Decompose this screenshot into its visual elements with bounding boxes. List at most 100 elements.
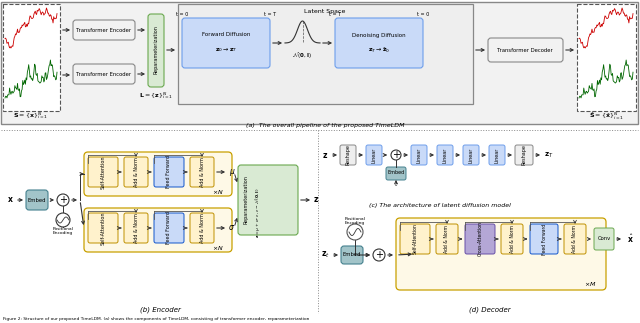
Circle shape [391, 150, 401, 160]
Circle shape [57, 194, 69, 206]
Text: $\mathbf{z}$: $\mathbf{z}$ [313, 195, 319, 204]
Text: Positional
Encoding: Positional Encoding [52, 227, 74, 235]
Text: Embed: Embed [343, 253, 361, 257]
Text: $\mathbf{x}$: $\mathbf{x}$ [6, 195, 13, 204]
FancyBboxPatch shape [564, 224, 586, 254]
Circle shape [373, 249, 385, 261]
Text: $\mathcal{N}(\mathbf{0},\mathbf{I})$: $\mathcal{N}(\mathbf{0},\mathbf{I})$ [292, 50, 312, 60]
FancyBboxPatch shape [238, 165, 298, 235]
Text: Self-Attention: Self-Attention [100, 211, 106, 245]
Text: Transformer Encoder: Transformer Encoder [76, 27, 132, 33]
FancyBboxPatch shape [154, 213, 184, 243]
FancyBboxPatch shape [400, 224, 430, 254]
FancyBboxPatch shape [515, 145, 533, 165]
Circle shape [56, 213, 70, 227]
Text: Add & Norm: Add & Norm [509, 225, 515, 253]
Text: Add & Norm: Add & Norm [134, 157, 138, 187]
FancyBboxPatch shape [411, 145, 427, 165]
Text: $\times N$: $\times N$ [212, 244, 224, 252]
Text: t = 0: t = 0 [417, 13, 429, 17]
Bar [1, 2, 638, 124]
FancyBboxPatch shape [190, 157, 214, 187]
FancyBboxPatch shape [182, 18, 270, 68]
Text: Linear: Linear [371, 147, 376, 163]
Text: $\mathbf{z}_t$: $\mathbf{z}_t$ [321, 250, 330, 260]
FancyBboxPatch shape [366, 145, 382, 165]
Text: t = T: t = T [329, 13, 341, 17]
Text: t = 0: t = 0 [176, 13, 188, 17]
Text: t: t [395, 182, 397, 187]
FancyBboxPatch shape [88, 213, 118, 243]
Text: Linear: Linear [495, 147, 499, 163]
Text: Add & Norm: Add & Norm [200, 213, 205, 243]
FancyBboxPatch shape [386, 167, 406, 180]
Text: (d) Decoder: (d) Decoder [469, 307, 511, 313]
Text: +: + [375, 250, 383, 260]
Text: Reshape: Reshape [346, 145, 351, 165]
Text: Reparameterization: Reparameterization [243, 176, 248, 224]
FancyBboxPatch shape [396, 218, 606, 290]
Text: Linear: Linear [468, 147, 474, 163]
FancyBboxPatch shape [73, 64, 135, 84]
Text: +: + [59, 195, 67, 205]
Text: (b) Encoder: (b) Encoder [140, 307, 180, 313]
Text: Feed Forward: Feed Forward [541, 224, 547, 255]
FancyBboxPatch shape [190, 213, 214, 243]
Text: Linear: Linear [417, 147, 422, 163]
Text: Feed Forward: Feed Forward [166, 212, 172, 245]
Text: Conv: Conv [597, 236, 611, 242]
FancyBboxPatch shape [341, 246, 363, 264]
Text: Latent Space: Latent Space [304, 8, 346, 14]
Text: $\mathbf{S}=\{\mathbf{x}\}_{i=1}^{N}$: $\mathbf{S}=\{\mathbf{x}\}_{i=1}^{N}$ [13, 110, 49, 121]
Text: t = T: t = T [264, 13, 276, 17]
Text: $\mathbf{z}_T$: $\mathbf{z}_T$ [544, 151, 554, 160]
Text: $\hat{\mathbf{x}}$: $\hat{\mathbf{x}}$ [627, 233, 634, 245]
FancyBboxPatch shape [124, 213, 148, 243]
Text: $\mathbf{z}_0 \rightarrow \mathbf{z}_T$: $\mathbf{z}_0 \rightarrow \mathbf{z}_T$ [214, 46, 237, 55]
FancyBboxPatch shape [124, 157, 148, 187]
Text: Forward Diffusion: Forward Diffusion [202, 33, 250, 37]
Bar [577, 4, 636, 111]
FancyBboxPatch shape [463, 145, 479, 165]
Text: Feed Forward: Feed Forward [166, 155, 172, 189]
Text: Add & Norm: Add & Norm [445, 225, 449, 253]
Text: Denoising Diffusion: Denoising Diffusion [352, 33, 406, 37]
FancyBboxPatch shape [465, 224, 495, 254]
Text: $\mathbf{z}=\mu+\sigma\cdot\varepsilon,\varepsilon\sim\mathcal{N}(\mathbf{0},\ma: $\mathbf{z}=\mu+\sigma\cdot\varepsilon,\… [253, 188, 262, 238]
FancyBboxPatch shape [488, 38, 563, 62]
Text: $\times M$: $\times M$ [584, 280, 596, 288]
FancyBboxPatch shape [335, 18, 423, 68]
Text: Positional
Encoding: Positional Encoding [344, 217, 365, 225]
Text: (a)  The overall pipeline of the proposed TimeLDM: (a) The overall pipeline of the proposed… [246, 123, 404, 129]
Text: Cross-Attention: Cross-Attention [477, 222, 483, 256]
Text: Embed: Embed [387, 171, 404, 175]
Circle shape [347, 224, 363, 240]
Text: Add & Norm: Add & Norm [200, 157, 205, 187]
FancyBboxPatch shape [26, 190, 48, 210]
FancyBboxPatch shape [148, 14, 164, 87]
FancyBboxPatch shape [340, 145, 356, 165]
FancyBboxPatch shape [88, 157, 118, 187]
Text: Self-Attention: Self-Attention [413, 224, 417, 255]
Text: $\mu$: $\mu$ [228, 166, 236, 178]
Text: $\mathbf{z}$: $\mathbf{z}$ [322, 151, 328, 160]
Text: Reshape: Reshape [522, 145, 527, 165]
Text: $\mathbf{z}_T \rightarrow \hat{\mathbf{z}}_0$: $\mathbf{z}_T \rightarrow \hat{\mathbf{z… [368, 45, 390, 55]
Text: Figure 2: Structure of our proposed TimeLDM. (a) shows the components of TimeLDM: Figure 2: Structure of our proposed Time… [3, 317, 309, 321]
Text: Embed: Embed [28, 197, 46, 203]
FancyBboxPatch shape [489, 145, 505, 165]
Text: Self-Attention: Self-Attention [100, 155, 106, 189]
Text: Add & Norm: Add & Norm [134, 213, 138, 243]
FancyBboxPatch shape [530, 224, 558, 254]
FancyBboxPatch shape [84, 152, 232, 196]
FancyBboxPatch shape [154, 157, 184, 187]
Text: $\hat{\mathbf{S}}=\{\hat{\mathbf{x}}\}_{i=1}^{N}$: $\hat{\mathbf{S}}=\{\hat{\mathbf{x}}\}_{… [589, 110, 625, 122]
Bar [178, 4, 473, 104]
FancyBboxPatch shape [594, 228, 614, 250]
Text: +: + [392, 150, 400, 160]
FancyBboxPatch shape [501, 224, 523, 254]
Text: Transformer Decoder: Transformer Decoder [497, 47, 553, 53]
Text: (c) The architecture of latent diffusion model: (c) The architecture of latent diffusion… [369, 203, 511, 207]
FancyBboxPatch shape [73, 20, 135, 40]
Bar [3, 4, 60, 111]
